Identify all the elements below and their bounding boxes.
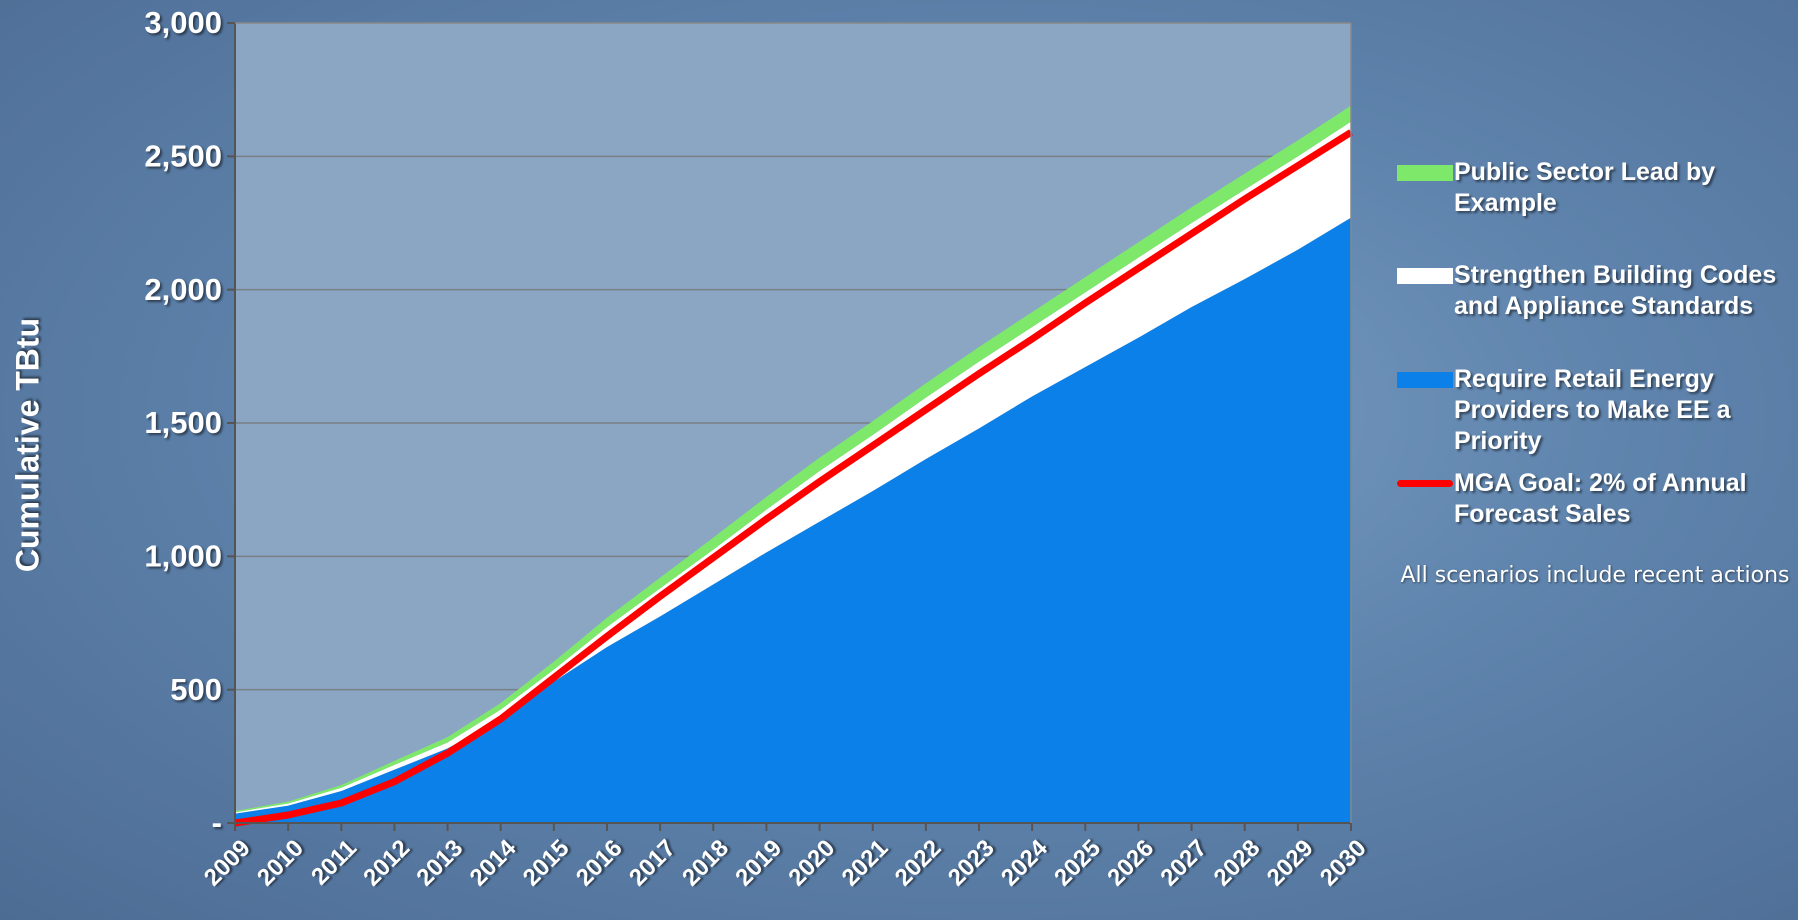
x-tick-label: 2030 (1315, 835, 1372, 892)
x-tick-label: 2025 (1049, 835, 1106, 892)
legend-swatch (1397, 165, 1453, 181)
y-tick-label: 2,500 (144, 139, 222, 174)
y-tick-label: - (212, 805, 222, 840)
x-tick-label: 2017 (624, 835, 681, 892)
y-tick-label: 1,500 (144, 405, 222, 440)
legend-swatch (1397, 480, 1453, 487)
x-tick-label: 2012 (358, 835, 415, 892)
x-tick-label: 2014 (465, 834, 522, 891)
legend-label: Public Sector Lead by Example (1454, 158, 1716, 217)
x-tick-label: 2013 (411, 835, 468, 892)
legend-swatch (1397, 268, 1453, 284)
x-tick-label: 2019 (730, 835, 787, 892)
x-tick-label: 2015 (518, 835, 575, 892)
x-tick-label: 2016 (571, 835, 628, 892)
x-tick-label: 2010 (252, 835, 309, 892)
x-tick-label: 2009 (199, 835, 256, 892)
x-tick-label: 2027 (1155, 835, 1212, 892)
legend-label: Strengthen Building Codes and Appliance … (1454, 261, 1777, 320)
y-tick-label: 2,000 (144, 272, 222, 307)
annotation: All scenarios include recent actions (1400, 563, 1790, 588)
legend-swatch (1397, 372, 1453, 388)
line (234, 129, 1353, 827)
x-tick-label: 2018 (677, 835, 734, 892)
x-tick-label: 2028 (1209, 835, 1266, 892)
x-tick-label: 2021 (837, 835, 894, 892)
x-tick-label: 2020 (783, 835, 840, 892)
legend-label: Require Retail Energy Providers to Make … (1454, 365, 1731, 455)
x-tick-label: 2022 (890, 835, 947, 892)
y-axis-label: Cumulative TBtu (9, 318, 45, 572)
legend-label: MGA Goal: 2% of Annual Forecast Sales (1454, 469, 1747, 528)
x-tick-label: 2023 (943, 835, 1000, 892)
x-tick-label: 2029 (1262, 835, 1319, 892)
y-tick-label: 1,000 (144, 539, 222, 574)
y-tick-label: 3,000 (144, 5, 222, 40)
x-tick-label: 2026 (1102, 835, 1159, 892)
x-tick-label: 2024 (996, 834, 1053, 891)
x-tick-label: 2011 (306, 835, 362, 891)
area (235, 217, 1351, 823)
y-tick-label: 500 (170, 672, 222, 707)
